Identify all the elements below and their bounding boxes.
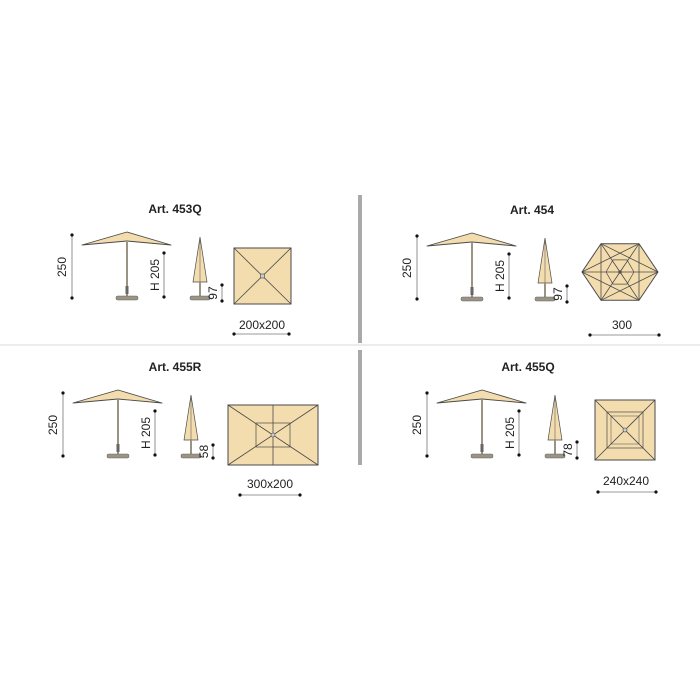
top-view [233,247,292,305]
umbrella-base [460,296,484,302]
dim-end-dot [517,409,521,413]
dim-end-dot [287,332,291,336]
open-umbrella-canopy [81,231,172,246]
panel-seam [581,243,640,273]
umbrella-base [106,453,130,459]
open-height-label: H 205 [503,417,517,449]
dim-end-dot [70,296,74,300]
height-label: 250 [46,415,60,435]
dim-end-dot [507,252,511,256]
inner-square [610,415,640,445]
dim-end-dot [211,443,215,447]
folded-base [189,295,211,301]
dim-end-dot [153,409,157,413]
product-title: Art. 455Q [501,360,554,374]
dim-end-dot [425,454,429,458]
open-umbrella-canopy [436,389,527,404]
height-label: 250 [400,258,414,278]
inner-square [606,411,644,449]
dim-end-dot [565,284,569,288]
folded-height-label: 97 [551,287,565,301]
dim-end-dot [162,251,166,255]
folded-height-label: 58 [197,445,211,459]
dim-end-dot [153,453,157,457]
dim-end-dot [220,283,224,287]
dim-end-dot [425,391,429,395]
dim-end-dot [232,332,236,336]
top-view [227,404,319,466]
size-label: 300x200 [247,477,293,491]
panel-seam [600,271,659,301]
dim-end-dot [565,300,569,304]
product-panel: 250 H 205 78 [410,389,579,460]
open-umbrella-canopy [72,389,163,404]
hub [618,270,622,274]
dim-end-dot [415,234,419,238]
folded-base [180,453,202,459]
hub [260,273,265,279]
panel-seam [581,271,640,301]
top-view [594,399,656,461]
panel-seam [600,243,659,273]
pole-joint [116,444,120,452]
pole-joint [470,287,474,295]
dim-end-dot [507,296,511,300]
size-label: 300 [612,318,632,332]
top-view [581,243,659,301]
open-umbrella-canopy [426,232,517,247]
product-title: Art. 455R [149,360,202,374]
dim-end-dot [61,454,65,458]
dim-end-dot [517,453,521,457]
product-panel: 250 H 205 97 [400,232,569,304]
product-title: Art. 454 [510,203,554,217]
product-panel: 250 H 205 58 [46,389,215,460]
pole-joint [480,444,484,452]
folded-height-label: 78 [561,443,575,457]
pole-joint [125,286,129,294]
open-height-label: H 205 [493,260,507,292]
folded-base [534,296,556,302]
height-label: 250 [410,415,424,435]
dim-end-dot [575,456,579,460]
dim-end-dot [70,233,74,237]
dim-end-dot [415,297,419,301]
size-label: 200x200 [239,318,285,332]
open-height-label: H 205 [139,417,153,449]
dim-end-dot [596,490,600,494]
hub [270,432,276,438]
dim-end-dot [162,295,166,299]
umbrella-base [470,453,494,459]
dim-end-dot [211,456,215,460]
product-panel: 250 H 205 97 [55,231,224,303]
product-title: Art. 453Q [148,202,201,216]
dim-end-dot [588,333,592,337]
umbrella-base [115,295,139,301]
dim-end-dot [657,333,661,337]
folded-base [544,453,566,459]
folded-height-label: 97 [206,286,220,300]
vertical-separator-top [358,195,362,343]
dim-end-dot [298,493,302,497]
dim-end-dot [575,440,579,444]
dim-end-dot [220,299,224,303]
open-height-label: H 205 [148,259,162,291]
dim-end-dot [654,490,658,494]
hub [622,427,628,433]
vertical-separator-bottom [358,350,362,465]
dim-end-dot [238,493,242,497]
height-label: 250 [55,257,69,277]
dim-end-dot [61,391,65,395]
size-label: 240x240 [603,474,649,488]
